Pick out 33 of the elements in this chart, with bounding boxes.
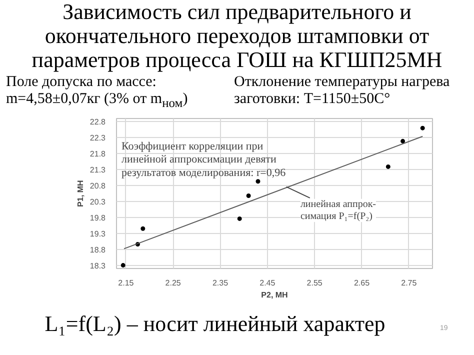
x-tick-label: 2.55 xyxy=(306,278,323,288)
y-tick-label: 20.3 xyxy=(90,197,106,206)
point xyxy=(386,164,390,169)
x-tick-label: 2.15 xyxy=(118,278,134,288)
annotation: линейная аппрок- симация P₁=f(P₂) xyxy=(300,198,376,222)
chart-title: Зависимость сил предварительного и окончательного переходов штамповки от параметров процесса ГОШ на КГШП25МН xyxy=(30,0,444,72)
x-tick-label: 2.75 xyxy=(401,278,418,288)
y-tick-label: 18.3 xyxy=(90,261,106,270)
point xyxy=(120,263,126,268)
text: L₁=f(L₂) – носит линейный характер xyxy=(44,310,386,338)
x-tick-label: 2.35 xyxy=(212,278,229,288)
point xyxy=(420,126,425,130)
text: Поле допуска по массе: m=4,58±0,07кг (3% от m$_{ном}$) xyxy=(6,74,188,112)
point xyxy=(237,216,242,221)
point xyxy=(256,179,260,184)
y-tick-label: 22.8 xyxy=(90,118,106,127)
y-tick-label: 20.8 xyxy=(90,182,106,191)
point xyxy=(246,193,251,198)
y-tick-label: 18.8 xyxy=(90,245,106,254)
y-tick-label: 19.3 xyxy=(90,229,106,238)
y-axis-title: P1, МН xyxy=(76,180,85,207)
x-tick-label: 2.25 xyxy=(165,278,182,288)
annotation: Коэффициент корреляции при линейной аппроксимации девяти результатов моделирования: r=0,96 xyxy=(122,140,286,179)
y-tick-label: 21.3 xyxy=(90,166,106,175)
point xyxy=(400,138,406,144)
x-tick-label: 2.45 xyxy=(260,278,276,288)
x-tick-label: 2.65 xyxy=(354,278,370,288)
y-tick-label: 22.3 xyxy=(90,134,106,143)
y-tick-label: 21.8 xyxy=(90,150,106,159)
x-axis-title: P2, МН xyxy=(261,290,288,300)
text: Отклонение температуры нагрева заготовки: T=1150±50C° xyxy=(234,74,450,108)
y-tick-label: 19.8 xyxy=(90,213,106,222)
point xyxy=(140,226,146,231)
